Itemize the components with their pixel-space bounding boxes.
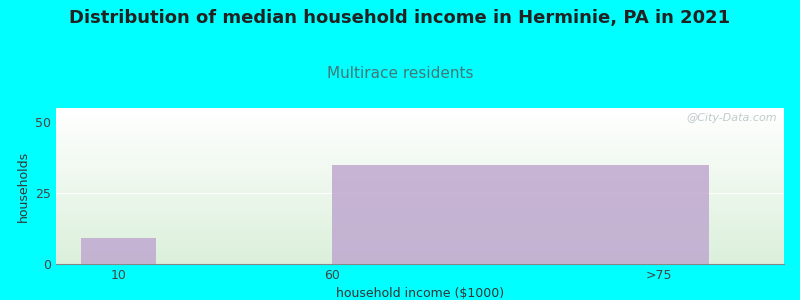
Bar	[332, 165, 709, 264]
X-axis label: household income ($1000): household income ($1000)	[336, 287, 504, 300]
Y-axis label: households: households	[17, 150, 30, 222]
Text: Distribution of median household income in Herminie, PA in 2021: Distribution of median household income …	[70, 9, 730, 27]
Text: Multirace residents: Multirace residents	[326, 66, 474, 81]
Text: @City-Data.com: @City-Data.com	[686, 113, 777, 123]
Bar	[81, 238, 157, 264]
